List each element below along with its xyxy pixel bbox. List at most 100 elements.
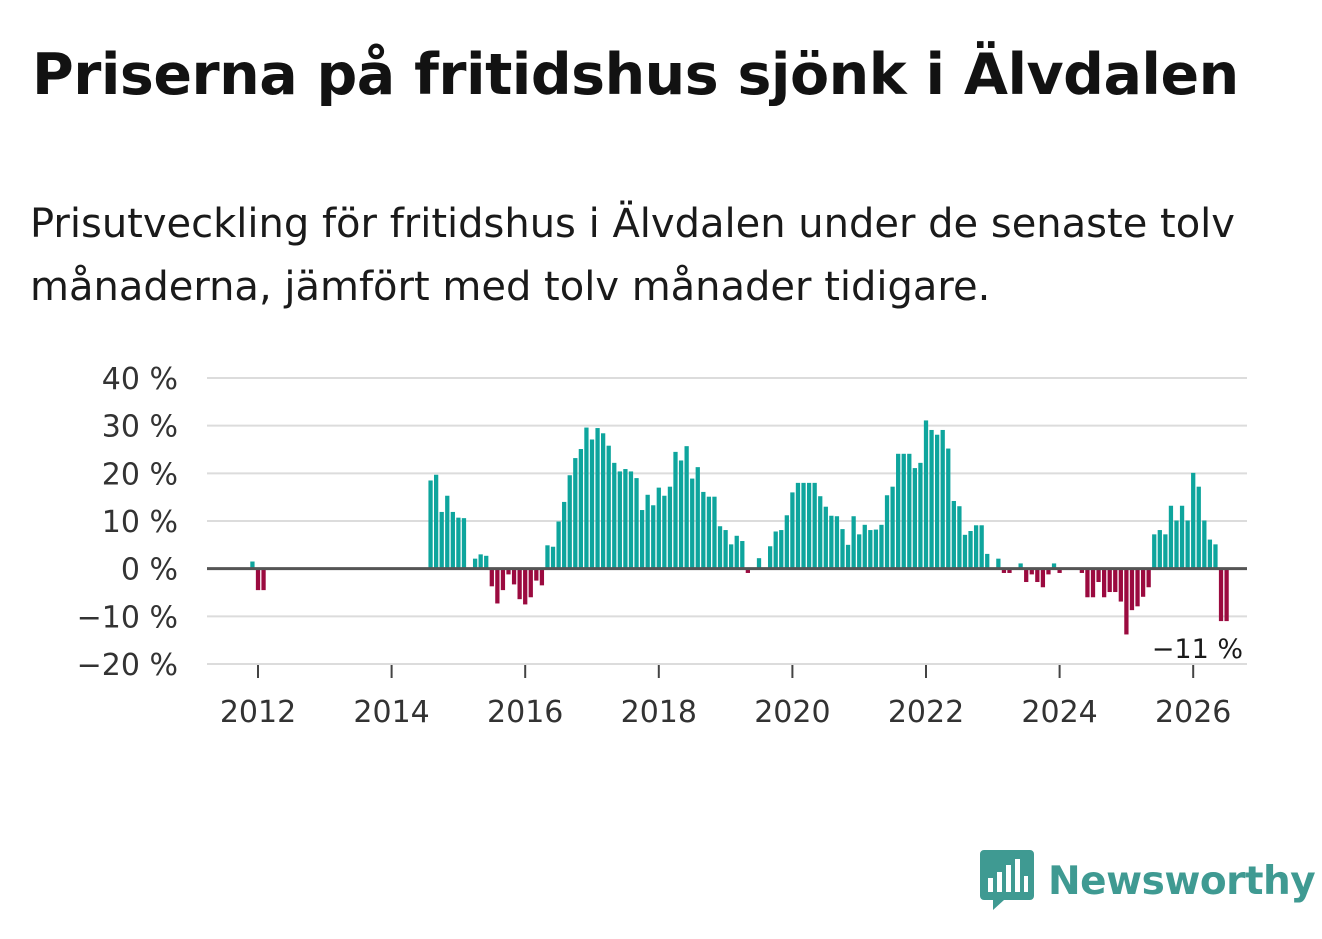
bar [851, 516, 856, 569]
bar [550, 546, 556, 569]
y-tick-label: −10 % [77, 600, 178, 635]
y-axis: 40 % 30 % 20 % 10 % 0 % −10 % −20 % [77, 362, 178, 683]
bar [768, 546, 773, 569]
bar [595, 428, 600, 569]
bar [472, 558, 478, 569]
bar [985, 553, 990, 569]
bar [973, 525, 979, 569]
bar [1018, 563, 1023, 569]
bar [1157, 530, 1162, 569]
bar [617, 471, 622, 569]
bar [250, 561, 255, 569]
bar [968, 531, 973, 569]
bar [690, 478, 695, 569]
bar [779, 530, 784, 569]
bar [667, 486, 673, 569]
bar [734, 535, 739, 569]
bar [534, 568, 539, 581]
bar [829, 515, 834, 569]
bar [584, 427, 589, 569]
bar [1196, 486, 1201, 569]
bar [1174, 520, 1179, 569]
bar [656, 487, 661, 569]
bar [857, 534, 862, 569]
x-tick-label: 2016 [487, 695, 563, 730]
bar [623, 469, 628, 569]
x-tick-label: 2012 [220, 695, 296, 730]
bar [1046, 568, 1051, 575]
bar [935, 434, 940, 569]
bar [612, 462, 617, 569]
x-tick-label: 2026 [1155, 695, 1231, 730]
bar [1096, 568, 1101, 583]
bar [806, 482, 812, 569]
bar [1202, 520, 1207, 569]
bar [957, 506, 962, 569]
bar [478, 554, 483, 569]
bar [946, 448, 951, 569]
bar [1085, 568, 1090, 598]
bar [456, 517, 461, 569]
bar [445, 495, 450, 569]
bar [628, 471, 634, 569]
bar [812, 482, 817, 569]
bar [545, 545, 550, 569]
bar [834, 516, 840, 569]
bar [506, 568, 511, 575]
bar [1185, 520, 1190, 569]
chart-subtitle: Prisutveckling för fritidshus i Älvdalen… [30, 201, 1235, 310]
bar [1140, 568, 1146, 597]
bar [1179, 505, 1185, 569]
bar [912, 468, 917, 569]
bar [1168, 505, 1174, 569]
bar [556, 521, 561, 569]
bar [884, 495, 890, 569]
newsworthy-logo[interactable]: Newsworthy [980, 850, 1316, 912]
y-tick-label: 0 % [121, 553, 178, 588]
bar [896, 453, 901, 569]
bar [606, 445, 611, 569]
chart-title: Priserna på fritidshus sjönk i Älvdalen [32, 42, 1239, 108]
bar [1207, 539, 1213, 569]
bar [578, 449, 583, 569]
bar [461, 518, 467, 569]
bar [818, 496, 823, 569]
bar [484, 555, 489, 569]
bar [1191, 472, 1196, 569]
bar [439, 511, 444, 569]
bar [261, 568, 266, 591]
bar [684, 446, 689, 569]
bar [255, 568, 261, 591]
bar [962, 534, 968, 569]
bar [1135, 568, 1140, 607]
bar [1218, 568, 1224, 622]
bar [801, 482, 806, 569]
bar [784, 515, 789, 569]
bar [795, 482, 801, 569]
bar [773, 531, 778, 569]
y-tick-label: 30 % [102, 410, 178, 445]
bar [662, 495, 667, 569]
logo-text: Newsworthy [1048, 858, 1316, 904]
bar-chart-speech-bubble-icon [980, 850, 1034, 910]
bar [1024, 568, 1029, 583]
x-tick-label: 2018 [621, 695, 697, 730]
y-tick-label: −20 % [77, 648, 178, 683]
bar [901, 453, 906, 569]
bar [996, 558, 1001, 569]
bar [639, 510, 645, 569]
bar [729, 544, 734, 569]
bar [1102, 568, 1107, 598]
x-tick-label: 2022 [888, 695, 964, 730]
bar [706, 496, 712, 569]
bar [873, 529, 879, 569]
y-tick-label: 20 % [102, 457, 178, 492]
bar [1079, 568, 1084, 573]
bar [840, 529, 845, 569]
bar [951, 500, 956, 569]
bar [450, 511, 455, 569]
bar [1007, 568, 1012, 573]
bar [695, 467, 700, 569]
bar [1152, 534, 1157, 569]
bar [1213, 544, 1218, 569]
